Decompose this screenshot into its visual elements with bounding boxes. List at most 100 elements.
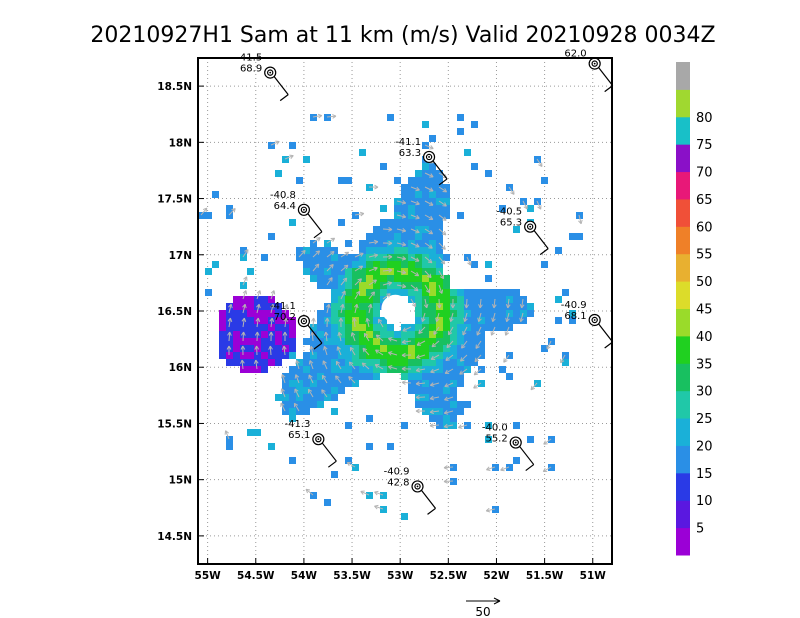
wind-speed-cell xyxy=(289,408,296,415)
wind-speed-cell xyxy=(268,233,275,240)
wind-speed-cell xyxy=(317,317,324,324)
wind-vector-head xyxy=(254,345,260,350)
wind-speed-cell xyxy=(226,310,233,317)
wind-speed-cell xyxy=(485,296,492,303)
wind-speed-cell xyxy=(450,317,457,324)
wind-speed-cell xyxy=(408,373,415,380)
wind-speed-cell xyxy=(247,352,254,359)
wind-speed-cell xyxy=(366,282,373,289)
wind-speed-cell xyxy=(380,331,387,338)
colorbar-tick-label: 65 xyxy=(696,193,713,208)
wind-vector xyxy=(430,396,440,400)
wind-speed-cell xyxy=(443,289,450,296)
wind-vector-head xyxy=(428,230,434,235)
wind-speed-cell xyxy=(240,324,247,331)
wind-speed-cell xyxy=(268,324,275,331)
wind-speed-cell xyxy=(310,261,317,268)
wind-speed-cell xyxy=(415,310,422,317)
wind-speed-cell xyxy=(415,331,422,338)
wind-speed-cell xyxy=(394,177,401,184)
wind-vector-head xyxy=(269,317,275,322)
dropsonde-inner-ring xyxy=(512,439,519,446)
dropsonde-inner-ring xyxy=(414,483,421,490)
wind-speed-cell xyxy=(520,317,527,324)
wind-speed-cell xyxy=(380,324,387,331)
dropsonde-label: -41.3 xyxy=(284,419,310,430)
wind-vector xyxy=(438,270,445,279)
wind-speed-cell xyxy=(205,268,212,275)
wind-vector-head xyxy=(427,258,433,264)
dropsonde-dot xyxy=(416,485,419,488)
colorbar-segment xyxy=(676,116,690,145)
wind-vector xyxy=(444,410,454,414)
colorbar: 5 10 15 20 25 30 35 40 45 50 55 60 65 70 75 80 xyxy=(676,62,713,556)
chart-title: 20210927H1 Sam at 11 km (m/s) Valid 2021… xyxy=(90,23,715,48)
wind-speed-cell xyxy=(436,219,443,226)
wind-speed-cell xyxy=(359,261,366,268)
wind-speed-cell xyxy=(324,359,331,366)
wind-vector xyxy=(349,361,356,370)
wind-speed-cell xyxy=(471,359,478,366)
wind-speed-cell xyxy=(394,359,401,366)
wind-speed-cell xyxy=(555,317,562,324)
wind-vector xyxy=(459,368,468,375)
wind-speed-cell xyxy=(303,394,310,401)
wind-speed-cell xyxy=(310,114,317,121)
dropsonde-label: -41.1 xyxy=(395,137,421,148)
wind-speed-cell xyxy=(233,296,240,303)
wind-speed-cell xyxy=(247,331,254,338)
wind-speed-cell xyxy=(443,387,450,394)
wind-speed-cell xyxy=(464,345,471,352)
wind-speed-cell xyxy=(282,373,289,380)
wind-speed-cell xyxy=(478,331,485,338)
wind-speed-cell xyxy=(415,366,422,373)
wind-speed-cell xyxy=(345,317,352,324)
wind-speed-cell xyxy=(317,282,324,289)
wind-speed-cell xyxy=(331,394,338,401)
wind-speed-cell xyxy=(429,282,436,289)
wind-speed-cell xyxy=(443,198,450,205)
wind-speed-cell xyxy=(387,331,394,338)
wind-speed-cell xyxy=(436,324,443,331)
wind-vector-head xyxy=(202,207,208,213)
wind-vector xyxy=(466,256,472,266)
wind-vector xyxy=(536,158,543,167)
wind-speed-cell xyxy=(401,338,408,345)
wind-speed-cell xyxy=(394,338,401,345)
wind-speed-cell xyxy=(219,331,226,338)
wind-vector xyxy=(402,326,412,332)
wind-speed-cell xyxy=(345,275,352,282)
wind-speed-cell xyxy=(359,310,366,317)
wind-speed-cell xyxy=(303,156,310,163)
wind-vector-head xyxy=(485,507,491,513)
wind-vector-head xyxy=(255,317,261,323)
wind-vector-head xyxy=(362,347,367,353)
wind-vector xyxy=(309,360,314,370)
wind-vector xyxy=(424,284,431,293)
wind-speed-cell xyxy=(527,205,534,212)
wind-speed-cell xyxy=(436,310,443,317)
wind-vector-head xyxy=(374,490,379,496)
wind-vector xyxy=(506,312,510,322)
wind-vector-head xyxy=(275,140,280,145)
wind-speed-cell xyxy=(380,247,387,254)
wind-speed-cell xyxy=(569,233,576,240)
wind-speed-cell xyxy=(324,247,331,254)
wind-speed-cell xyxy=(548,338,555,345)
wind-speed-cell xyxy=(401,331,408,338)
wind-speed-cell xyxy=(429,289,436,296)
wind-speed-cell xyxy=(366,373,373,380)
dropsonde-wind-barb-staff xyxy=(421,490,436,509)
wind-speed-cell xyxy=(429,352,436,359)
wind-vector-head xyxy=(442,188,448,193)
dropsonde-label: -40.5 xyxy=(496,207,522,218)
wind-speed-cell xyxy=(310,324,317,331)
wind-vector xyxy=(374,364,384,370)
wind-vector xyxy=(242,290,247,300)
wind-vector-head xyxy=(330,250,335,256)
wind-speed-cell xyxy=(331,261,338,268)
wind-speed-cell xyxy=(422,219,429,226)
wind-vector-head xyxy=(242,303,247,309)
wind-vector-head xyxy=(240,345,246,350)
wind-speed-cell xyxy=(408,191,415,198)
